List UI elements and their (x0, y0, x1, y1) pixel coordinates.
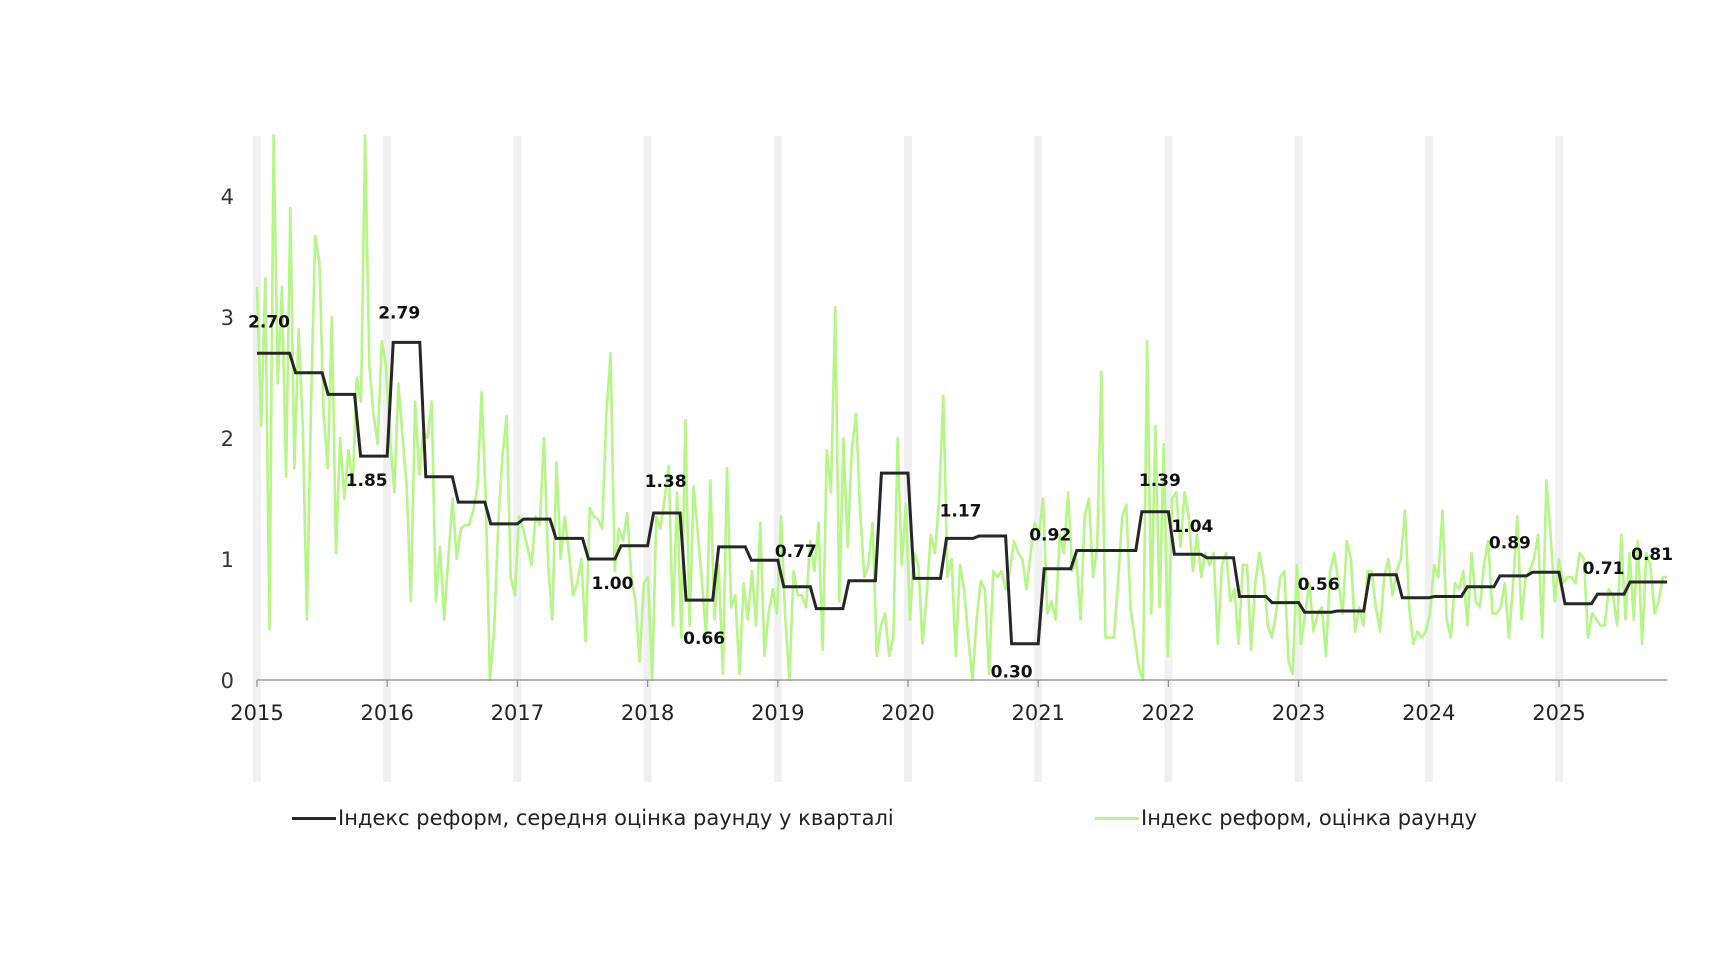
year-band-2019 (773, 136, 782, 782)
x-tick-label-2020: 2020 (881, 701, 934, 725)
year-band-2015 (253, 136, 261, 782)
legend-swatch-round (1095, 816, 1139, 820)
x-tick-label-2016: 2016 (360, 701, 413, 725)
data-label-1.85: 1.85 (346, 471, 388, 491)
data-label-0.56: 0.56 (1298, 575, 1340, 595)
year-band-2017 (513, 136, 522, 782)
data-label-2.79: 2.79 (378, 303, 420, 323)
data-label-0.71: 0.71 (1583, 559, 1625, 579)
round-series (255, 134, 1668, 682)
year-band-2016 (383, 136, 392, 782)
x-tick-label-2021: 2021 (1011, 701, 1064, 725)
year-band-2023 (1294, 136, 1303, 782)
year-band-2022 (1164, 136, 1173, 782)
x-tick-label-2019: 2019 (751, 701, 804, 725)
x-tick-label-2015: 2015 (230, 701, 283, 725)
year-band-2021 (1034, 136, 1043, 782)
quarterly-series (257, 340, 1668, 646)
data-label-0.81: 0.81 (1631, 545, 1673, 565)
legend-label-round: Індекс реформ, оцінка раунду (1141, 806, 1478, 830)
data-label-1.17: 1.17 (940, 501, 982, 521)
axes: 2015 2016 2017 2018 2019 2020 2021 2022 2023 2024… (221, 185, 1668, 725)
data-label-0.92: 0.92 (1029, 526, 1071, 546)
data-label-0.66: 0.66 (683, 629, 725, 649)
data-label-1.04: 1.04 (1171, 517, 1213, 537)
x-tick-label-2022: 2022 (1142, 701, 1195, 725)
y-tick-label-1: 1 (221, 548, 234, 572)
year-bands (253, 136, 1563, 782)
year-band-2018 (643, 136, 652, 782)
data-label-0.89: 0.89 (1489, 533, 1531, 553)
data-labels: 2.70 1.85 2.79 1.00 1.38 0.66 0.77 1.17 0.30 0.92… (248, 303, 1673, 682)
x-tick-label-2018: 2018 (621, 701, 674, 725)
year-band-2024 (1424, 136, 1433, 782)
x-tick-label-2017: 2017 (491, 701, 544, 725)
year-band-2025 (1555, 136, 1563, 782)
data-label-1.38: 1.38 (645, 472, 687, 492)
x-tick-label-2023: 2023 (1272, 701, 1325, 725)
legend-label-quarterly: Індекс реформ, середня оцінка раунду у к… (338, 806, 894, 830)
y-tick-label-3: 3 (221, 306, 234, 330)
data-label-0.30: 0.30 (991, 663, 1033, 683)
quarterly-series-line (257, 340, 1668, 646)
x-tick-label-2025: 2025 (1532, 701, 1585, 725)
y-tick-label-0: 0 (221, 669, 234, 693)
legend-item-quarterly: Індекс реформ, середня оцінка раунду у к… (292, 806, 894, 830)
round-series-line (255, 134, 1668, 682)
year-band-2020 (904, 136, 912, 782)
legend-item-round: Індекс реформ, оцінка раунду (1095, 806, 1477, 830)
data-label-1.00: 1.00 (592, 574, 634, 594)
legend-swatch-quarterly (292, 816, 336, 820)
y-tick-label-4: 4 (221, 185, 234, 209)
data-label-2.70: 2.70 (248, 312, 290, 332)
data-label-1.39: 1.39 (1139, 471, 1181, 491)
x-tick-label-2024: 2024 (1402, 701, 1455, 725)
y-tick-label-2: 2 (221, 427, 234, 451)
data-label-0.77: 0.77 (775, 542, 817, 562)
